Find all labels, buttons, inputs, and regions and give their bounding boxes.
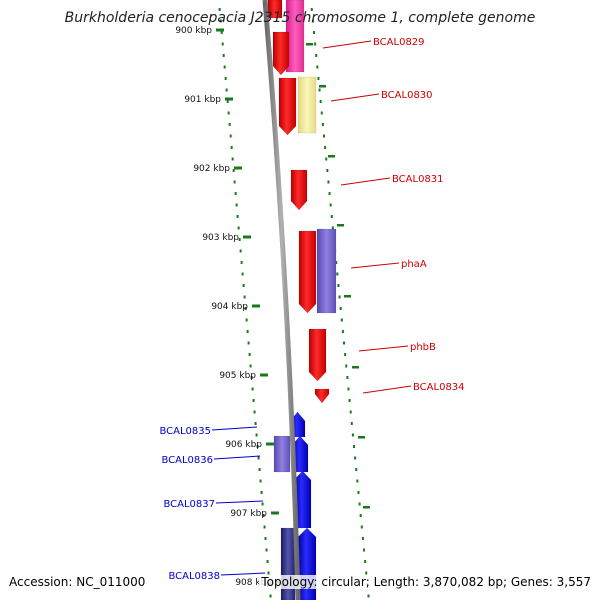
ruler-tick-label: 904 kbp xyxy=(211,302,248,312)
accession-text: Accession: NC_011000 xyxy=(9,575,148,589)
genome-stats-text: Topology: circular; Length: 3,870,082 bp… xyxy=(259,575,591,589)
ruler-tick-mark xyxy=(271,511,279,515)
gene-label-reverse: BCAL0835 xyxy=(159,426,211,437)
gene-label-forward: BCAL0829 xyxy=(373,37,425,48)
gene-label-forward: BCAL0830 xyxy=(381,90,433,101)
gene-label-reverse: BCAL0837 xyxy=(163,499,215,510)
gene-label-forward: phbB xyxy=(410,342,436,353)
ruler-tick-label: 900 kbp xyxy=(175,26,212,36)
gene-label-forward: BCAL0834 xyxy=(413,382,465,393)
gene-arrow-forward xyxy=(290,169,308,211)
label-leader-line xyxy=(215,500,264,504)
gene-arrow-forward xyxy=(308,328,327,382)
label-leader-line xyxy=(213,455,261,460)
ruler-ticks: 900 kbp 901 kbp 902 kbp 903 kbp 904 kbp 905 k… xyxy=(175,26,284,588)
gene-arrow-forward xyxy=(278,77,297,136)
gene-arrow-forward xyxy=(272,31,290,76)
ruler-tick-label: 907 kbp xyxy=(230,509,267,519)
feature-bar-yellow xyxy=(297,76,317,134)
ruler-dots-left xyxy=(218,8,272,598)
ruler-tick-label: 901 kbp xyxy=(184,95,221,105)
label-leader-line xyxy=(350,262,400,269)
gene-arrow-forward xyxy=(298,230,317,314)
ruler-tick-mark xyxy=(225,97,233,101)
map-title: Burkholderia cenocepacia J2315 chromosom… xyxy=(64,10,536,26)
label-leader-line xyxy=(358,345,409,352)
label-leader-line xyxy=(362,385,412,394)
gene-track xyxy=(267,0,337,600)
gene-label-reverse: BCAL0838 xyxy=(168,571,220,582)
ruler-tick-mark xyxy=(234,166,242,170)
label-leader-line xyxy=(220,572,266,576)
label-leader-line xyxy=(330,93,380,102)
ruler-tick-mark xyxy=(252,304,260,308)
gene-labels: BCAL0829 BCAL0830 BCAL0831 phaA phbB BCAL0834… xyxy=(159,37,464,582)
gene-label-forward: phaA xyxy=(401,259,427,270)
label-leader-lines xyxy=(211,40,412,576)
gene-label-forward: BCAL0831 xyxy=(392,174,444,185)
ruler-tick-mark xyxy=(260,373,268,377)
gene-label-reverse: BCAL0836 xyxy=(161,455,213,466)
label-leader-line xyxy=(322,40,372,49)
ruler-tick-label: 905 kbp xyxy=(219,371,256,381)
ruler-tick-label: 903 kbp xyxy=(202,233,239,243)
ruler-tick-label: 902 kbp xyxy=(193,164,230,174)
gene-arrow-forward xyxy=(314,388,330,404)
ruler-tick-mark xyxy=(216,28,224,32)
ruler-tick-label: 908 kbp xyxy=(235,578,272,588)
feature-bar-navy xyxy=(280,527,296,600)
feature-bar-purple xyxy=(273,435,291,473)
ruler-tick-label: 906 kbp xyxy=(225,440,262,450)
chromosome-backbone xyxy=(262,0,301,600)
ruler-tick-mark xyxy=(266,442,274,446)
gene-arrow-reverse xyxy=(297,527,317,600)
feature-bar-purple xyxy=(316,228,337,314)
label-leader-line xyxy=(340,177,391,186)
label-leader-line xyxy=(211,426,258,431)
ruler-tick-mark xyxy=(243,235,251,239)
